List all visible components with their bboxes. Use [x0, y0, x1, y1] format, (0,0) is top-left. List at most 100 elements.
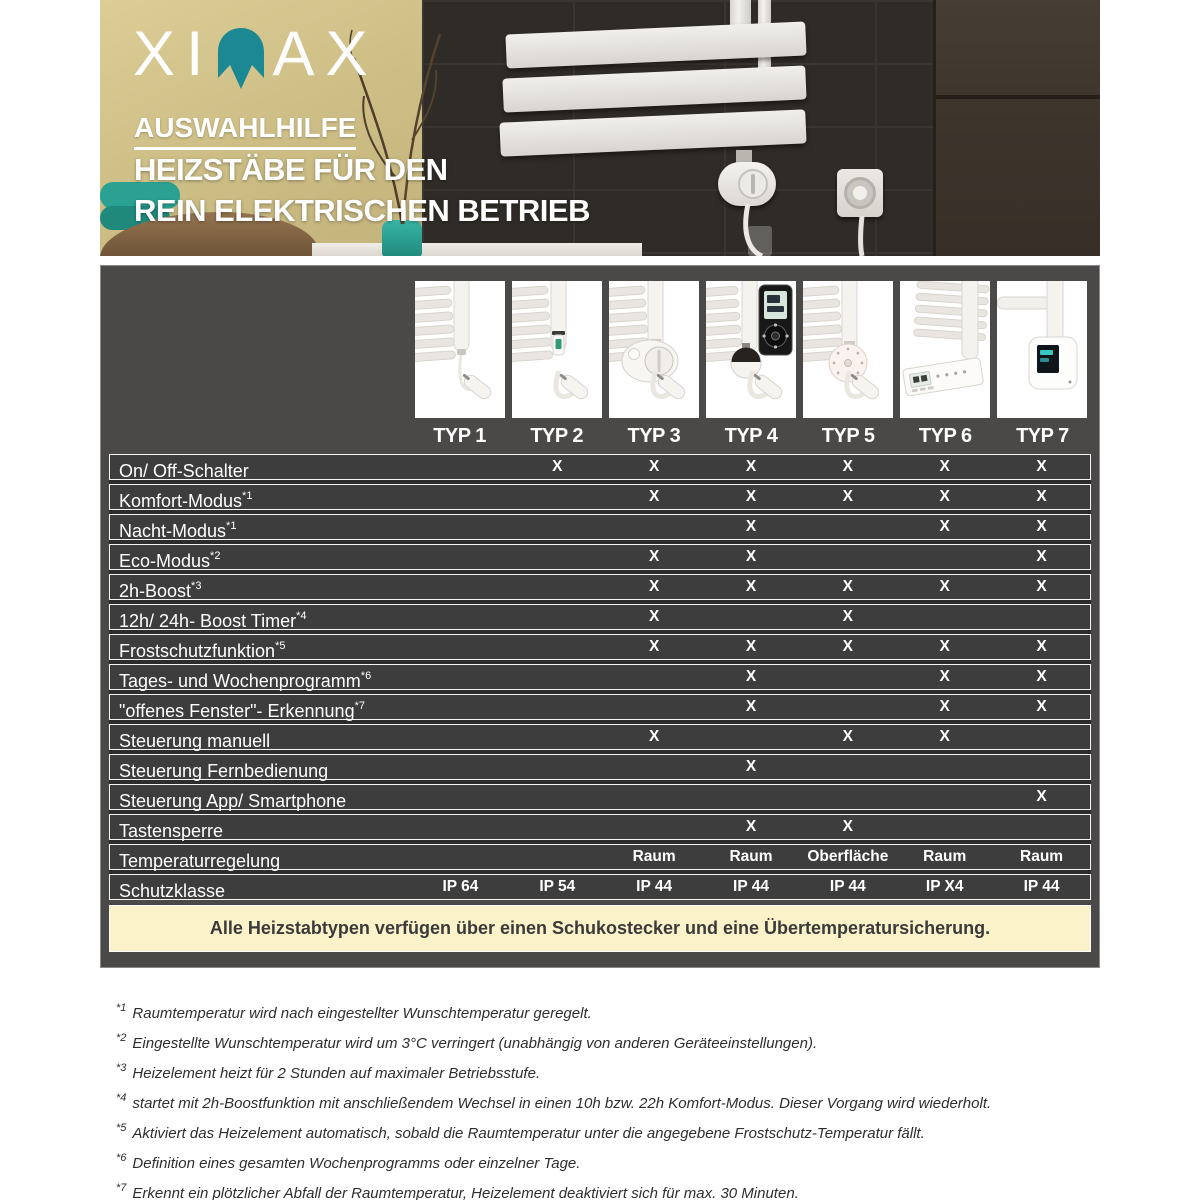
product-card-typ-5 [800, 281, 897, 418]
feature-value-typ-2 [509, 545, 606, 573]
feature-value-typ-6: X [939, 668, 950, 685]
footnote-text: Definition eines gesamten Wochenprogramm… [132, 1155, 581, 1172]
feature-value-typ-1 [412, 665, 509, 693]
feature-row: Tastensperre X X [109, 814, 1091, 843]
feature-value-typ-5: X [842, 608, 854, 625]
thermostat-dial-icon [803, 281, 880, 400]
feature-value-typ-2 [509, 845, 606, 873]
column-headers-row: TYP 1 TYP 2 TYP 3 TYP 4 TYP 5 TYP 6 TYP 7 [109, 421, 1091, 452]
feature-value-typ-1 [412, 575, 509, 603]
smart-control-icon [997, 281, 1078, 390]
feature-value-typ-7: Raum [1020, 848, 1064, 865]
feature-label: Schutzklasse [119, 881, 226, 901]
footnote-text: Erkennt ein plötzlicher Abfall der Raumt… [132, 1185, 799, 1200]
heater-control-device [718, 162, 776, 206]
feature-value-typ-6: IP X4 [925, 878, 964, 895]
feature-row: On/ Off-Schalter X X X X X X [109, 454, 1091, 481]
column-header-typ-7: TYP 7 [1016, 425, 1069, 447]
feature-value-typ-3: IP 44 [636, 878, 673, 895]
feature-label: Steuerung manuell [119, 731, 271, 751]
feature-value-typ-3: X [648, 488, 660, 505]
feature-row: Steuerung App/ Smartphone X [109, 784, 1091, 813]
feature-value-typ-7: X [1036, 788, 1047, 805]
logo-text-prefix: XI [133, 19, 215, 89]
footnote-marker: *6 [116, 1152, 127, 1164]
feature-value-typ-5 [799, 755, 896, 783]
footnote-marker: *3 [191, 580, 202, 592]
logo-text-suffix: AX [272, 19, 379, 89]
footnote-marker: *4 [296, 610, 307, 622]
feature-label: On/ Off-Schalter [119, 461, 249, 481]
feature-value-typ-2: IP 54 [539, 878, 576, 895]
feature-value-typ-4: X [745, 818, 757, 835]
feature-value-typ-2 [509, 575, 606, 603]
feature-value-typ-2 [509, 515, 606, 543]
feature-value-typ-7 [993, 605, 1090, 633]
feature-value-typ-2 [509, 815, 606, 843]
feature-value-typ-4: X [745, 668, 757, 685]
feature-value-typ-1: IP 64 [442, 878, 479, 895]
feature-value-typ-1 [412, 605, 509, 633]
feature-value-typ-1 [412, 725, 509, 753]
feature-value-typ-1 [412, 845, 509, 873]
feature-value-typ-4 [703, 785, 800, 813]
footnote-marker: *1 [116, 1002, 127, 1014]
feature-label: "offenes Fenster"- Erkennung*7 [119, 700, 365, 721]
feature-value-typ-4: X [745, 548, 757, 565]
feature-value-typ-1 [412, 515, 509, 543]
feature-value-typ-4: Raum [729, 848, 773, 865]
feature-value-typ-5: X [842, 638, 854, 655]
product-card-typ-6 [897, 281, 994, 418]
comparison-table: TYP 1 TYP 2 TYP 3 TYP 4 TYP 5 TYP 6 TYP 7 On/ … [100, 265, 1100, 968]
hero-title-line1: HEIZSTÄBE FÜR DEN [134, 152, 448, 187]
feature-value-typ-4: X [745, 698, 757, 715]
feature-value-typ-7: X [1036, 518, 1047, 535]
feature-value-typ-3: X [648, 728, 660, 745]
feature-value-typ-1 [412, 545, 509, 573]
feature-value-typ-4: IP 44 [733, 878, 769, 895]
footnote-marker: *7 [354, 700, 365, 712]
product-cards-row [109, 281, 1091, 418]
plain-rod-icon [414, 281, 491, 400]
footnote: *1 Raumtemperatur wird nach eingestellter… [116, 1000, 1100, 1023]
feature-value-typ-4 [703, 725, 800, 753]
feature-value-typ-4: X [745, 758, 757, 775]
feature-label: Temperaturregelung [119, 851, 281, 871]
footnote-marker: *3 [116, 1062, 127, 1074]
feature-value-typ-4: X [745, 638, 757, 655]
footnote-text: Raumtemperatur wird nach eingestellter W… [132, 1005, 592, 1022]
column-header-typ-3: TYP 3 [627, 425, 681, 447]
product-card-typ-1 [411, 281, 508, 418]
feature-row: Komfort-Modus*1 X X X X X [109, 484, 1091, 511]
footnote-text: Aktiviert das Heizelement automatisch, s… [132, 1125, 925, 1142]
feature-value-typ-7: X [1036, 638, 1047, 655]
product-card-typ-4 [702, 281, 799, 418]
heater-stem [736, 150, 752, 164]
feature-value-typ-6 [896, 785, 993, 813]
feature-value-typ-6: X [939, 698, 950, 715]
ximax-logo: XI AX [133, 18, 379, 90]
rod-switch-icon [511, 281, 588, 400]
feature-value-typ-1 [412, 815, 509, 843]
footnote-marker: *6 [360, 670, 372, 682]
feature-label: 2h-Boost*3 [119, 580, 202, 601]
feature-value-typ-3 [606, 665, 703, 693]
column-header-typ-1: TYP 1 [433, 425, 486, 447]
feature-row: Tages- und Wochenprogramm*6 X X X [109, 664, 1091, 693]
feature-value-typ-5: X [842, 488, 854, 505]
feature-value-typ-3 [606, 755, 703, 783]
feature-value-typ-7: X [1036, 488, 1047, 505]
feature-value-typ-6: X [939, 728, 950, 745]
feature-value-typ-3: Raum [632, 848, 676, 865]
footnote: *2 Eingestellte Wunschtemperatur wird um … [116, 1030, 1100, 1053]
footnote: *7 Erkennt ein plötzlicher Abfall der Rau… [116, 1180, 1100, 1200]
feature-label: Eco-Modus*2 [119, 550, 221, 571]
feature-row: "offenes Fenster"- Erkennung*7 X X X [109, 694, 1091, 721]
feature-value-typ-2 [509, 755, 606, 783]
feature-value-typ-2 [509, 605, 606, 633]
footnote-marker: *7 [116, 1182, 127, 1194]
feature-value-typ-6 [896, 755, 993, 783]
feature-value-typ-6: X [939, 638, 950, 655]
product-card-typ-3 [605, 281, 702, 418]
footnote: *4 startet mit 2h-Boostfunktion mit ansch… [116, 1090, 1100, 1113]
